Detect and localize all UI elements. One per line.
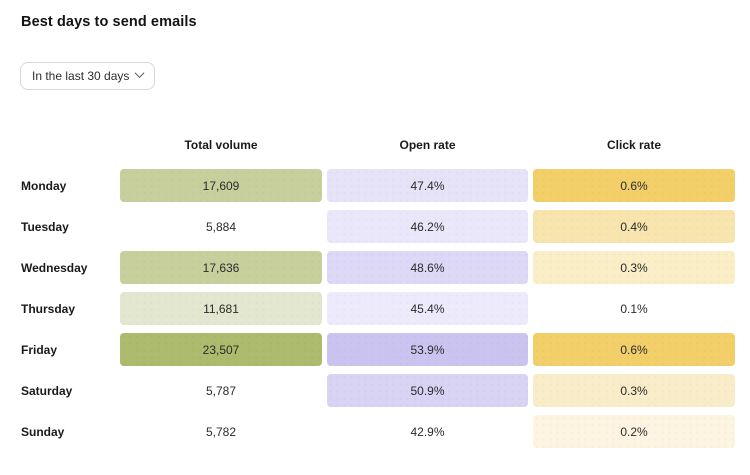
cell-open-rate: 48.6% [327,251,528,284]
day-label: Monday [21,178,67,193]
cell-click-rate: 0.6% [533,333,735,366]
table-body: Monday 17,609 47.4% 0.6% Tuesday 5,884 4… [20,169,735,448]
day-label: Tuesday [21,219,69,234]
chevron-down-icon [134,68,145,79]
column-header-total-volume: Total volume [184,138,258,152]
table-row: Tuesday 5,884 46.2% 0.4% [20,210,735,243]
cell-click-rate: 0.3% [533,374,735,407]
table-row: Monday 17,609 47.4% 0.6% [20,169,735,202]
cell-click-rate: 0.3% [533,251,735,284]
page-title: Best days to send emails [21,14,197,30]
cell-click-rate: 0.1% [620,301,648,316]
day-label: Wednesday [21,260,88,275]
cell-click-rate: 0.2% [533,415,735,448]
time-range-dropdown[interactable]: In the last 30 days [20,62,156,90]
table-header-row: Total volume Open rate Click rate [20,138,730,152]
cell-click-rate: 0.6% [533,169,735,202]
cell-total-volume: 5,787 [205,383,237,398]
table-row: Saturday 5,787 50.9% 0.3% [20,374,735,407]
cell-open-rate: 42.9% [410,424,445,439]
day-label: Friday [21,342,58,357]
cell-total-volume: 23,507 [120,333,322,366]
table-row: Friday 23,507 53.9% 0.6% [20,333,735,366]
cell-open-rate: 45.4% [327,292,528,325]
cell-click-rate: 0.4% [533,210,735,243]
cell-total-volume: 11,681 [120,292,322,325]
table-row: Thursday 11,681 45.4% 0.1% [20,292,730,325]
table-row: Wednesday 17,636 48.6% 0.3% [20,251,735,284]
cell-total-volume: 17,609 [120,169,322,202]
column-header-open-rate: Open rate [399,138,456,152]
cell-total-volume: 5,884 [205,219,237,234]
cell-total-volume: 17,636 [120,251,322,284]
cell-open-rate: 50.9% [327,374,528,407]
heatmap-table: Total volume Open rate Click rate Monday… [20,138,735,456]
day-label: Sunday [21,424,65,439]
day-label: Thursday [21,301,76,316]
column-header-click-rate: Click rate [606,138,662,152]
cell-open-rate: 53.9% [327,333,528,366]
table-row: Sunday 5,782 42.9% 0.2% [20,415,735,448]
cell-open-rate: 46.2% [327,210,528,243]
cell-total-volume: 5,782 [205,424,237,439]
day-label: Saturday [21,383,73,398]
cell-open-rate: 47.4% [327,169,528,202]
time-range-label: In the last 30 days [32,69,130,83]
